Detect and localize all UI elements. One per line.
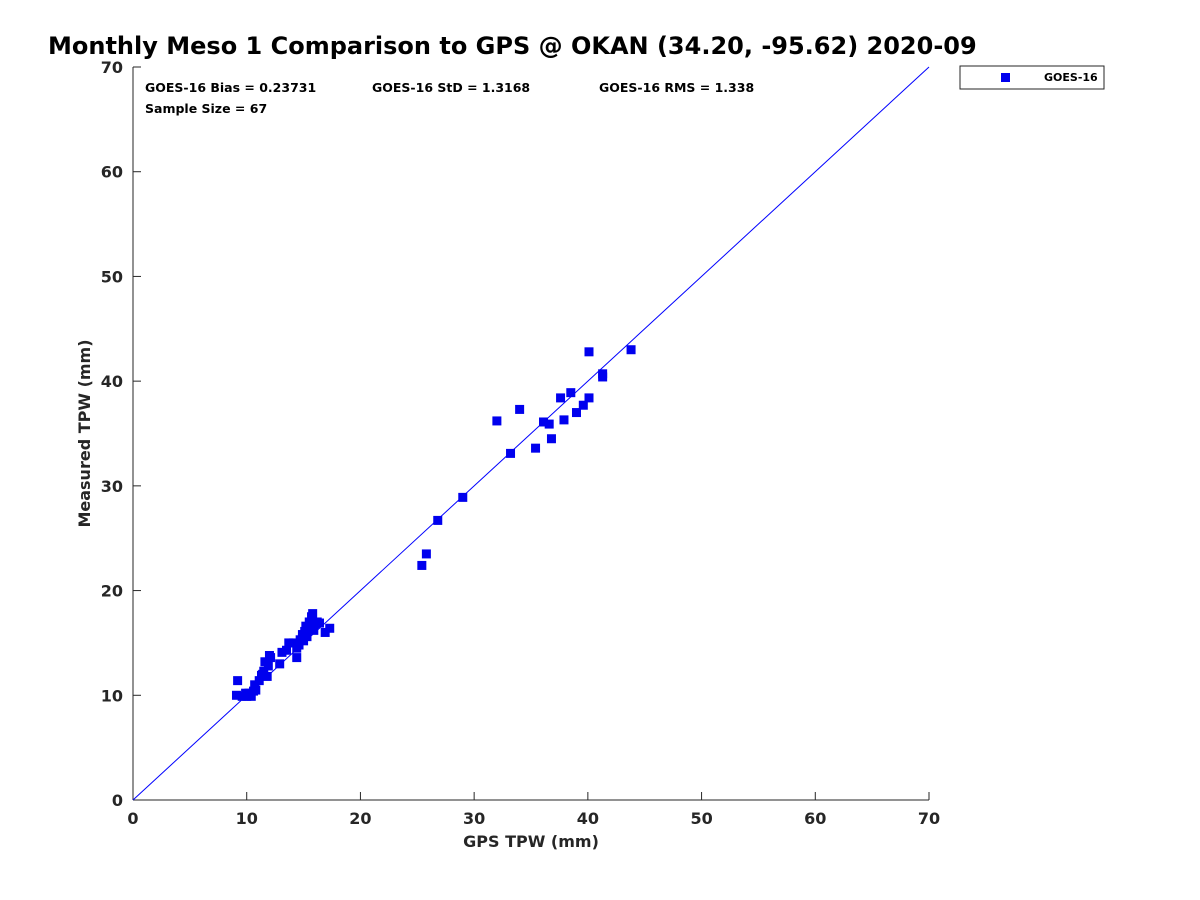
data-point xyxy=(246,691,256,701)
stat-bias: GOES-16 Bias = 0.23731 xyxy=(145,80,316,95)
y-tick-label: 60 xyxy=(101,163,123,182)
data-point xyxy=(282,645,292,655)
x-axis-label: GPS TPW (mm) xyxy=(463,832,599,851)
x-tick-label: 50 xyxy=(690,809,712,828)
data-point xyxy=(433,515,443,525)
data-point xyxy=(544,419,554,429)
data-point xyxy=(559,415,569,425)
x-tick-label: 0 xyxy=(127,809,138,828)
data-point xyxy=(297,634,307,644)
data-point xyxy=(506,448,516,458)
stat-sample-size: Sample Size = 67 xyxy=(145,101,267,116)
data-point xyxy=(515,404,525,414)
chart-title: Monthly Meso 1 Comparison to GPS @ OKAN … xyxy=(48,32,977,60)
data-point xyxy=(546,434,556,444)
legend-marker xyxy=(1001,73,1010,82)
data-point xyxy=(233,676,243,686)
data-point xyxy=(309,625,319,635)
data-point xyxy=(566,388,576,398)
data-point xyxy=(263,661,273,671)
data-point xyxy=(262,671,272,681)
data-point xyxy=(492,416,502,426)
data-point xyxy=(320,627,330,637)
data-point xyxy=(421,549,431,559)
data-point xyxy=(571,408,581,418)
data-point xyxy=(231,690,241,700)
data-point xyxy=(584,347,594,357)
data-point xyxy=(314,618,324,628)
plot-area: 0 10 20 30 40 50 60 70 0 10 20 30 40 50 60 70 xyxy=(101,58,940,828)
data-point xyxy=(417,560,427,570)
data-point xyxy=(284,638,294,648)
data-point xyxy=(458,492,468,502)
stat-std: GOES-16 StD = 1.3168 xyxy=(372,80,530,95)
x-tick-label: 10 xyxy=(236,809,258,828)
data-point xyxy=(539,417,549,427)
data-point xyxy=(294,640,304,650)
data-point xyxy=(305,619,315,629)
data-point xyxy=(275,659,285,669)
y-tick-label: 50 xyxy=(101,267,123,286)
y-axis-ticks: 0 10 20 30 40 50 60 70 xyxy=(101,58,141,810)
data-point xyxy=(308,609,318,619)
y-tick-label: 40 xyxy=(101,372,123,391)
data-point xyxy=(288,638,298,648)
x-tick-label: 30 xyxy=(463,809,485,828)
y-tick-label: 0 xyxy=(112,791,123,810)
x-axis-ticks: 0 10 20 30 40 50 60 70 xyxy=(127,792,940,828)
legend-label: GOES-16 xyxy=(1044,71,1098,84)
data-point xyxy=(626,345,636,355)
y-tick-label: 70 xyxy=(101,58,123,77)
stat-rms: GOES-16 RMS = 1.338 xyxy=(599,80,754,95)
x-tick-label: 40 xyxy=(577,809,599,828)
x-tick-label: 70 xyxy=(918,809,940,828)
legend-box xyxy=(959,65,1105,90)
y-tick-label: 20 xyxy=(101,582,123,601)
data-points xyxy=(231,345,636,701)
data-point xyxy=(325,623,335,633)
data-point xyxy=(302,632,312,642)
x-tick-label: 60 xyxy=(804,809,826,828)
data-point xyxy=(556,393,566,403)
y-axis-label: Measured TPW (mm) xyxy=(75,339,94,527)
data-point xyxy=(258,669,268,679)
data-point xyxy=(584,393,594,403)
y-tick-label: 30 xyxy=(101,477,123,496)
data-point xyxy=(598,372,608,382)
data-point xyxy=(254,676,264,686)
data-point xyxy=(277,647,287,657)
legend: GOES-16 xyxy=(959,65,1105,90)
data-point xyxy=(266,653,276,663)
data-point xyxy=(251,685,261,695)
y-tick-label: 10 xyxy=(101,686,123,705)
x-tick-label: 20 xyxy=(349,809,371,828)
data-point xyxy=(250,680,260,690)
data-point xyxy=(292,653,302,663)
data-point xyxy=(578,400,588,410)
data-point xyxy=(531,443,541,453)
